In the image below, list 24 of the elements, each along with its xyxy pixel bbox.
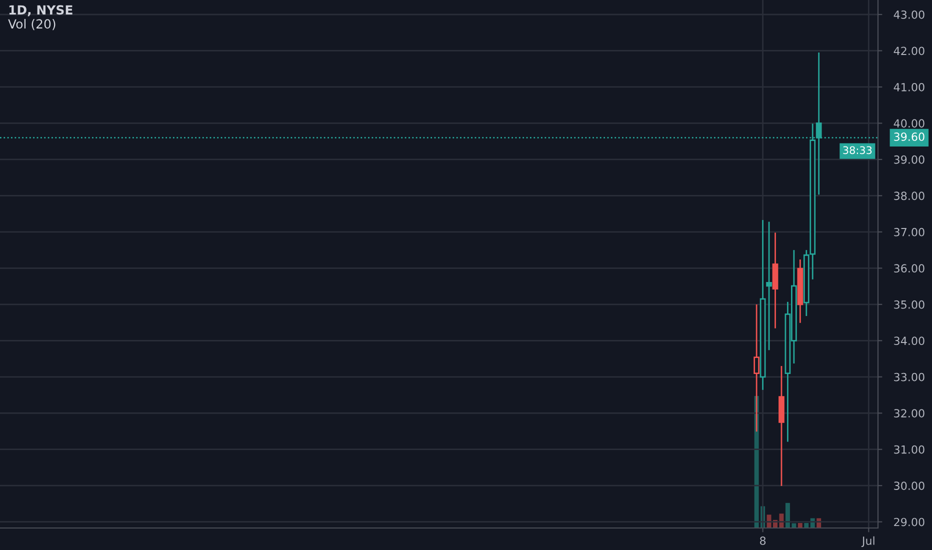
y-tick-label: 41.00 xyxy=(894,82,924,92)
y-tick-label: 32.00 xyxy=(894,409,924,418)
chart-title: Vol (20) xyxy=(8,18,56,30)
y-tick-label: 37.00 xyxy=(894,228,924,236)
y-tick-label: 35.00 xyxy=(894,300,924,309)
x-tick-label: 8 xyxy=(760,536,766,545)
y-tick-label: 30.00 xyxy=(894,482,924,490)
annotation: 38:33 xyxy=(843,146,872,154)
ref-line-label: 39.60 xyxy=(894,132,924,141)
y-tick-label: 40.00 xyxy=(894,119,924,128)
y-tick-label: 29.00 xyxy=(894,518,924,526)
y-tick-label: 43.00 xyxy=(894,10,924,19)
bar xyxy=(804,522,809,528)
x-tick-label: Jul xyxy=(861,536,874,547)
y-tick-label: 33.00 xyxy=(894,372,924,382)
y-tick-label: 34.00 xyxy=(894,336,924,346)
y-tick-label: 31.00 xyxy=(894,445,924,454)
y-tick-label: 38.00 xyxy=(894,192,924,200)
y-tick-label: 39.00 xyxy=(894,155,924,164)
candlestick xyxy=(766,221,772,351)
y-tick-label: 36.00 xyxy=(894,264,924,273)
y-tick-label: 42.00 xyxy=(894,46,924,56)
bar xyxy=(798,522,802,528)
chart-title: 1D, NYSE xyxy=(9,5,72,16)
